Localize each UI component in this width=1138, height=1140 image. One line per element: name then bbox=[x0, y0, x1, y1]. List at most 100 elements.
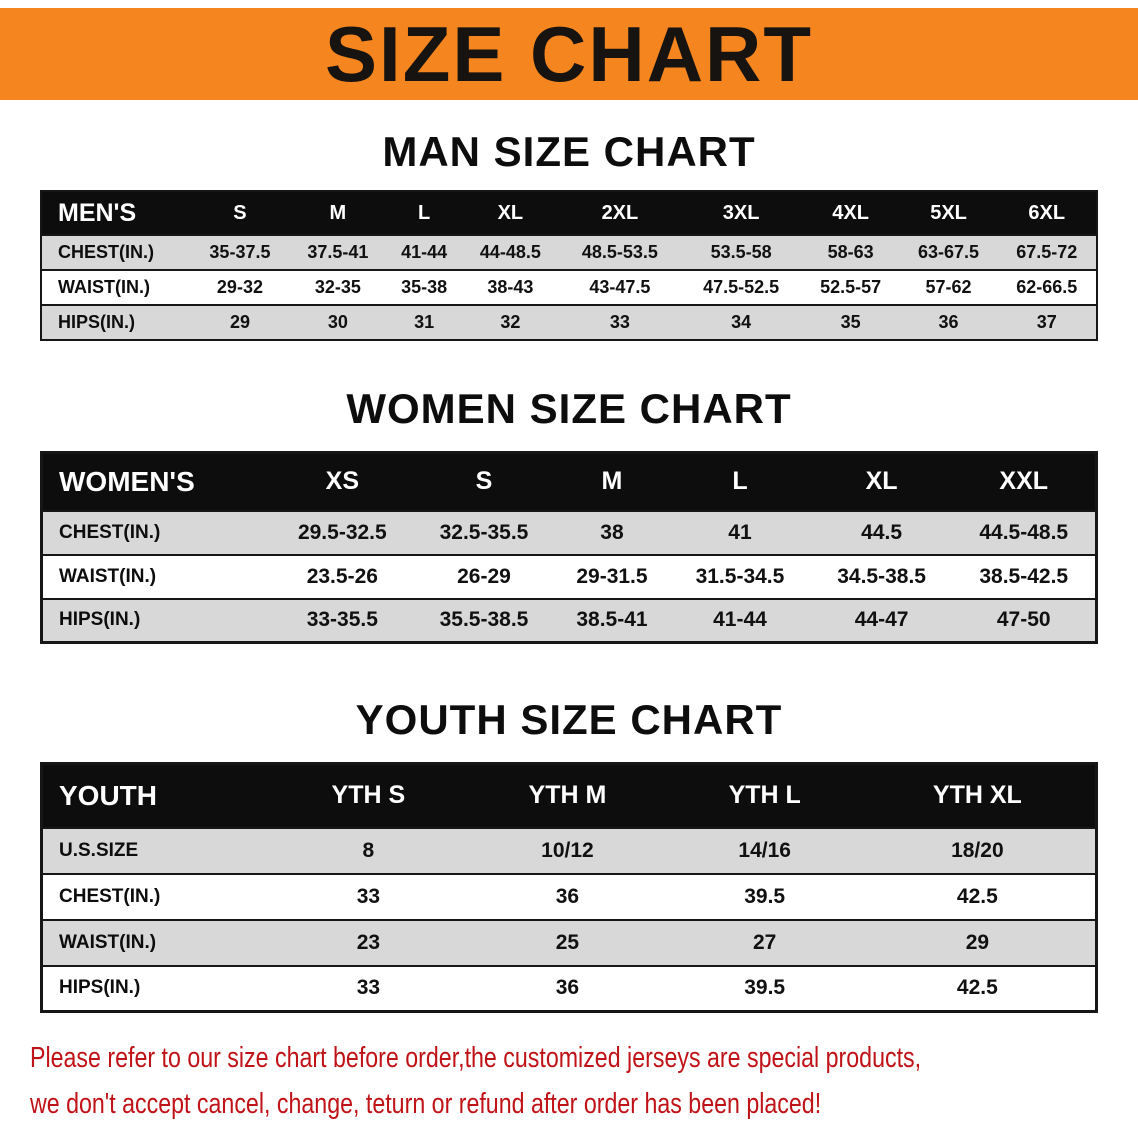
size-header-cell: XS bbox=[271, 452, 414, 511]
value-cell: 29.5-32.5 bbox=[297, 520, 387, 544]
value-cell: 37.5-41 bbox=[307, 242, 369, 262]
youth-section-heading: YOUTH SIZE CHART bbox=[355, 696, 783, 743]
value-cell: 36 bbox=[938, 312, 959, 332]
value-cell: 14/16 bbox=[738, 838, 791, 862]
size-header-cell: 2XL bbox=[559, 191, 681, 235]
page-title: SIZE CHART bbox=[325, 9, 813, 98]
value-cell: 36 bbox=[555, 976, 580, 1000]
row-label-cell: U.S.SIZE bbox=[59, 839, 139, 861]
value-cell: 47-50 bbox=[996, 608, 1051, 632]
size-header-cell: YTH XL bbox=[859, 763, 1097, 828]
row-label-cell: WAIST(IN.) bbox=[58, 277, 150, 297]
value-cell: 32-35 bbox=[314, 277, 361, 297]
value-cell: 41-44 bbox=[713, 608, 767, 632]
value-cell: 42.5 bbox=[956, 884, 998, 908]
value-cell: 39.5 bbox=[744, 884, 786, 908]
banner: SIZE CHART bbox=[0, 8, 1138, 100]
size-header-cell: YTH M bbox=[465, 763, 670, 828]
table-row: HIPS(IN.) 29 30 31 32 33 34 35 36 37 bbox=[41, 305, 1097, 340]
value-cell: 33 bbox=[356, 976, 381, 1000]
value-cell: 29 bbox=[229, 312, 250, 332]
value-cell: 34 bbox=[731, 312, 752, 332]
value-cell: 48.5-53.5 bbox=[581, 242, 658, 262]
value-cell: 29-32 bbox=[216, 277, 263, 297]
table-row: CHEST(IN.) 29.5-32.5 32.5-35.5 38 41 44.5 44.5… bbox=[41, 510, 1097, 555]
table-corner-cell: WOMEN'S bbox=[41, 452, 272, 511]
disclaimer-line-2: we don't accept cancel, change, teturn o… bbox=[30, 1088, 822, 1120]
size-header-cell: XL bbox=[461, 191, 560, 235]
value-cell: 38 bbox=[600, 520, 624, 544]
value-cell: 35-37.5 bbox=[209, 242, 271, 262]
value-cell: 29 bbox=[965, 930, 990, 954]
value-cell: 23.5-26 bbox=[306, 564, 378, 588]
value-cell: 63-67.5 bbox=[918, 242, 980, 262]
value-cell: 33-35.5 bbox=[306, 608, 378, 632]
youth-size-section: YOUTH SIZE CHART YOUTH YTH S YTH M YTH L YTH… bbox=[0, 696, 1138, 1013]
size-header-cell: XL bbox=[810, 452, 953, 511]
row-label-cell: CHEST(IN.) bbox=[58, 242, 154, 262]
value-cell: 35-38 bbox=[401, 277, 448, 297]
table-row: CHEST(IN.) 33 36 39.5 42.5 bbox=[41, 873, 1097, 920]
value-cell: 32 bbox=[500, 312, 521, 332]
women-size-section: WOMEN SIZE CHART WOMEN'S XS S M L XL XXL CHEST(… bbox=[0, 385, 1138, 644]
row-label-cell: HIPS(IN.) bbox=[59, 609, 141, 631]
size-header-cell: 4XL bbox=[801, 191, 900, 235]
table-row: HIPS(IN.) 33-35.5 35.5-38.5 38.5-41 41-44 44-… bbox=[41, 598, 1097, 643]
table-row: U.S.SIZE 8 10/12 14/16 18/20 bbox=[41, 827, 1097, 874]
value-cell: 26-29 bbox=[457, 564, 511, 588]
table-corner-cell: MEN'S bbox=[41, 191, 191, 235]
value-cell: 47.5-52.5 bbox=[703, 277, 780, 297]
size-header-cell: XXL bbox=[952, 452, 1097, 511]
women-section-heading: WOMEN SIZE CHART bbox=[346, 385, 792, 432]
row-label-cell: CHEST(IN.) bbox=[59, 885, 161, 907]
value-cell: 43-47.5 bbox=[589, 277, 651, 297]
value-cell: 39.5 bbox=[744, 976, 786, 1000]
disclaimer: Please refer to our size chart before or… bbox=[0, 1035, 1138, 1127]
men-size-section: MAN SIZE CHART MEN'S S M L XL 2XL 3XL 4XL 5XL 6XL… bbox=[0, 128, 1138, 341]
table-row: HIPS(IN.) 33 36 39.5 42.5 bbox=[41, 965, 1097, 1012]
table-row: WAIST(IN.) 29-32 32-35 35-38 38-43 43-47.5 47.… bbox=[41, 270, 1097, 305]
value-cell: 29-31.5 bbox=[576, 564, 648, 588]
row-label-cell: WAIST(IN.) bbox=[59, 565, 157, 587]
row-label-cell: HIPS(IN.) bbox=[58, 312, 136, 332]
value-cell: 18/20 bbox=[951, 838, 1004, 862]
size-header-cell: 3XL bbox=[680, 191, 802, 235]
value-cell: 27 bbox=[752, 930, 777, 954]
men-section-heading: MAN SIZE CHART bbox=[382, 128, 756, 175]
value-cell: 41 bbox=[728, 520, 752, 544]
value-cell: 8 bbox=[362, 838, 375, 862]
value-cell: 35 bbox=[840, 312, 861, 332]
table-header-row: MEN'S S M L XL 2XL 3XL 4XL 5XL 6XL bbox=[41, 191, 1097, 235]
table-row: CHEST(IN.) 35-37.5 37.5-41 41-44 44-48.5 48.5… bbox=[41, 235, 1097, 270]
size-header-cell: YTH L bbox=[669, 763, 860, 828]
size-header-cell: YTH S bbox=[271, 763, 466, 828]
value-cell: 44.5-48.5 bbox=[979, 520, 1069, 544]
row-label-cell: HIPS(IN.) bbox=[59, 977, 141, 999]
value-cell: 53.5-58 bbox=[710, 242, 772, 262]
value-cell: 38.5-42.5 bbox=[979, 564, 1069, 588]
value-cell: 23 bbox=[356, 930, 381, 954]
value-cell: 34.5-38.5 bbox=[837, 564, 926, 588]
value-cell: 32.5-35.5 bbox=[439, 520, 529, 544]
disclaimer-line-1: Please refer to our size chart before or… bbox=[30, 1042, 922, 1074]
value-cell: 58-63 bbox=[827, 242, 874, 262]
table-corner-cell: YOUTH bbox=[41, 763, 272, 828]
size-header-cell: L bbox=[669, 452, 811, 511]
youth-size-table: YOUTH YTH S YTH M YTH L YTH XL U.S.SIZE 8 10/12… bbox=[40, 762, 1098, 1013]
men-size-table: MEN'S S M L XL 2XL 3XL 4XL 5XL 6XL CHEST(IN.) 35-37… bbox=[40, 190, 1098, 341]
women-size-table: WOMEN'S XS S M L XL XXL CHEST(IN.) 29.5-32.5 32.5… bbox=[40, 451, 1098, 644]
value-cell: 33 bbox=[609, 312, 630, 332]
table-row: WAIST(IN.) 23 25 27 29 bbox=[41, 919, 1097, 966]
value-cell: 57-62 bbox=[925, 277, 972, 297]
value-cell: 67.5-72 bbox=[1016, 242, 1078, 262]
table-row: WAIST(IN.) 23.5-26 26-29 29-31.5 31.5-34.5 34… bbox=[41, 554, 1097, 599]
size-header-cell: S bbox=[413, 452, 555, 511]
size-chart-page: SIZE CHART MAN SIZE CHART MEN'S S M L XL 2XL 3… bbox=[0, 8, 1138, 1140]
value-cell: 36 bbox=[555, 884, 580, 908]
size-header-cell: S bbox=[191, 191, 289, 235]
value-cell: 44-47 bbox=[854, 608, 909, 632]
value-cell: 38-43 bbox=[487, 277, 534, 297]
value-cell: 44.5 bbox=[861, 520, 903, 544]
value-cell: 44-48.5 bbox=[479, 242, 541, 262]
value-cell: 33 bbox=[356, 884, 381, 908]
